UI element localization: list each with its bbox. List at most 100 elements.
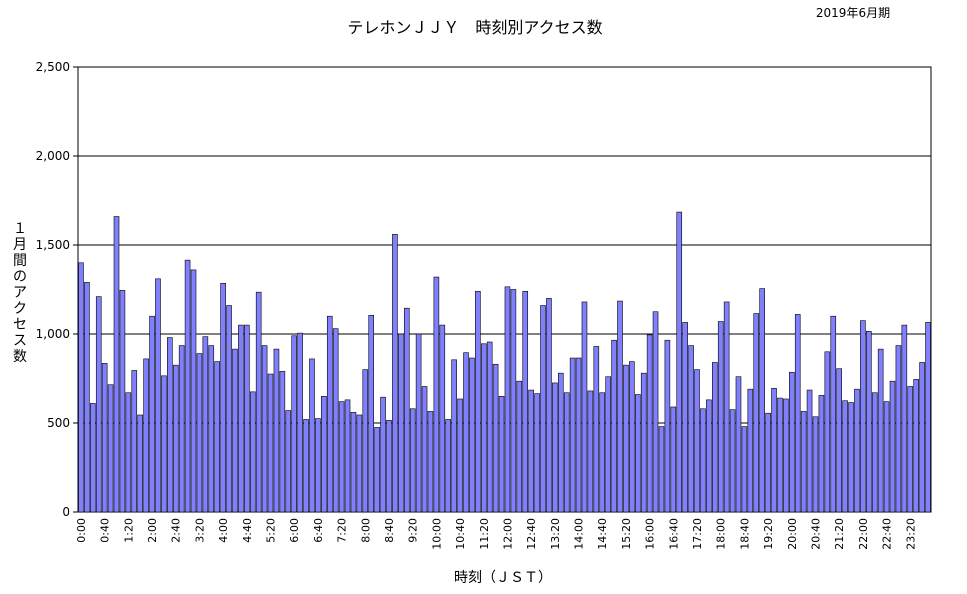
bar <box>315 418 321 513</box>
bar <box>723 301 730 513</box>
bar <box>131 370 138 513</box>
bar <box>830 315 837 513</box>
bar <box>747 388 754 513</box>
bar <box>729 409 736 513</box>
x-tick-label: 17:20 <box>691 518 704 550</box>
bar <box>753 313 760 513</box>
x-tick-label: 20:00 <box>786 518 799 550</box>
bar <box>700 408 706 513</box>
bar <box>143 358 149 513</box>
bar <box>362 369 369 513</box>
bar <box>528 389 534 513</box>
x-tick-label: 3:20 <box>193 518 206 543</box>
bar <box>652 311 659 513</box>
bar <box>593 346 600 513</box>
bar <box>883 401 890 513</box>
bar <box>297 332 303 513</box>
bar <box>445 419 452 513</box>
bar <box>421 386 428 513</box>
bar <box>848 402 854 513</box>
bar <box>161 375 167 513</box>
bar <box>759 288 765 513</box>
bar <box>398 333 404 513</box>
bar <box>771 387 777 513</box>
x-tick-label: 5:20 <box>265 518 278 543</box>
bar <box>777 397 783 513</box>
x-tick-label: 15:20 <box>620 518 633 550</box>
bars <box>78 211 931 513</box>
bar <box>137 414 143 513</box>
bar <box>356 414 363 513</box>
bar <box>611 339 617 513</box>
bar <box>196 353 203 513</box>
bar <box>889 380 896 513</box>
chart-title: テレホンＪＪＹ 時刻別アクセス数 <box>347 18 602 37</box>
x-tick-label: 22:40 <box>881 518 894 550</box>
bar <box>587 390 594 513</box>
bar <box>433 276 440 513</box>
y-axis-label-text: １月間のアクセス数 <box>13 221 27 365</box>
bar <box>90 403 96 513</box>
bar <box>617 300 623 513</box>
bar <box>634 394 641 513</box>
bar <box>640 372 647 513</box>
x-tick-label: 14:40 <box>596 518 609 550</box>
bar <box>901 324 908 513</box>
x-tick-label: 4:00 <box>217 518 230 543</box>
bar <box>599 392 606 513</box>
bar <box>676 211 683 513</box>
bar <box>220 282 226 513</box>
x-tick-label: 8:00 <box>359 518 372 543</box>
bar <box>706 399 712 513</box>
bar <box>842 400 848 513</box>
x-tick-label: 1:20 <box>122 518 135 543</box>
bar <box>806 389 813 513</box>
bar <box>516 380 523 513</box>
bar <box>694 369 700 513</box>
bar <box>279 371 286 513</box>
bar <box>95 296 102 513</box>
bar <box>249 391 256 513</box>
bar <box>125 392 132 513</box>
x-tick-label: 2:40 <box>170 518 183 543</box>
bar <box>386 420 392 513</box>
bar <box>321 395 327 513</box>
y-tick-label: 0 <box>62 505 70 519</box>
bar <box>309 358 315 513</box>
bar <box>895 345 902 513</box>
bar <box>469 357 475 513</box>
bar <box>812 416 819 513</box>
x-tick-label: 7:20 <box>336 518 349 543</box>
bar <box>605 376 611 513</box>
bar <box>581 301 588 513</box>
bar <box>326 315 333 513</box>
bar <box>540 305 546 513</box>
bar <box>688 345 694 513</box>
bar <box>392 234 398 513</box>
bar <box>208 345 215 513</box>
bar <box>569 357 576 513</box>
x-tick-label: 12:40 <box>525 518 538 550</box>
x-axis-label: 時刻（ＪＳＴ） <box>454 570 552 586</box>
bar <box>149 315 155 513</box>
bar <box>226 305 232 513</box>
bar <box>190 269 197 513</box>
bar <box>800 411 807 513</box>
bar <box>344 399 351 513</box>
bar <box>368 315 375 513</box>
x-tick-label: 20:40 <box>809 518 822 550</box>
bar <box>646 334 653 513</box>
bar <box>629 361 635 513</box>
bar <box>439 324 446 513</box>
bar <box>463 352 469 513</box>
bar <box>534 393 540 513</box>
bar <box>84 282 90 513</box>
bar <box>860 320 866 513</box>
bar <box>836 368 842 513</box>
x-axis-ticks: 0:00 0:40 1:20 2:00 2:40 3:20 4:00 4:40 5:20 6:00… <box>75 518 917 550</box>
x-tick-label: 6:00 <box>288 518 301 543</box>
bar <box>202 336 209 513</box>
plot-frame <box>77 66 932 513</box>
bar <box>427 411 434 513</box>
bar <box>557 372 564 513</box>
